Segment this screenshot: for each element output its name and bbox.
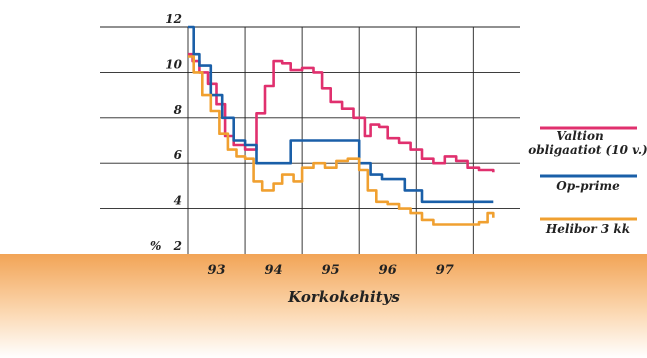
legend-label: Valtion xyxy=(556,129,603,143)
axis-labels: 2 4 6 8 10 12% 93 94 95 96 97 xyxy=(150,12,454,278)
x-tick-label: 96 xyxy=(379,263,397,278)
y-tick-label: 8 xyxy=(174,103,183,117)
legend-label: obligaatiot (10 v.) xyxy=(528,143,647,157)
y-tick-label: 6 xyxy=(174,148,183,162)
grid xyxy=(100,26,520,254)
x-tick-label: 97 xyxy=(436,263,454,278)
y-tick-label: 4 xyxy=(174,194,182,208)
series-line-0 xyxy=(188,52,495,173)
x-tick-label: 94 xyxy=(265,263,283,278)
series-lines xyxy=(188,25,495,226)
legend-label: Op-prime xyxy=(556,179,620,193)
series-line-2 xyxy=(188,55,495,226)
bottom-band xyxy=(0,254,647,358)
y-unit-label: % xyxy=(150,239,161,253)
series-line-1 xyxy=(188,25,494,204)
y-tick-label: 10 xyxy=(165,57,182,71)
y-tick-label: 12 xyxy=(165,12,182,26)
legend-label: Helibor 3 kk xyxy=(545,222,630,236)
x-tick-label: 93 xyxy=(207,263,225,278)
x-tick-label: 95 xyxy=(322,263,340,278)
chart-title: Korkokehitys xyxy=(287,288,400,306)
y-tick-label: 2 xyxy=(173,239,182,253)
